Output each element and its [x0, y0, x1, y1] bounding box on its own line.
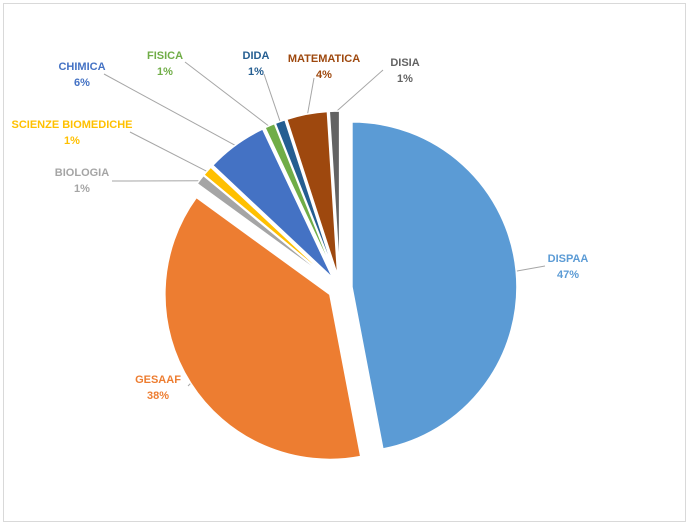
leader-lines	[103, 61, 546, 387]
slice-percent-label: 1%	[248, 66, 264, 78]
pie-slice-chimica	[211, 127, 334, 279]
leader-line	[184, 61, 271, 128]
slice-label: BIOLOGIA	[55, 167, 109, 179]
slice-label: DISIA	[390, 57, 419, 69]
slice-percent-label: 1%	[64, 135, 80, 147]
leader-line	[103, 73, 238, 147]
slice-percent-label: 6%	[74, 77, 90, 89]
slice-percent-label: 1%	[74, 183, 90, 195]
slice-label: SCIENZE BIOMEDICHE	[11, 119, 132, 131]
leader-line	[306, 77, 315, 117]
slice-percent-label: 4%	[316, 69, 332, 81]
slice-percent-label: 1%	[397, 73, 413, 85]
pie-slice-matematica	[285, 110, 339, 277]
leader-line	[263, 73, 282, 124]
slice-label: GESAAF	[135, 374, 181, 386]
leader-line	[334, 69, 384, 114]
pie-slices	[164, 110, 518, 461]
pie-slice-dida	[274, 118, 337, 277]
slice-label: DISPAA	[548, 253, 589, 265]
pie-slice-disia	[328, 110, 341, 277]
leader-line	[514, 265, 546, 273]
slice-percent-label: 47%	[557, 269, 579, 281]
leader-line	[129, 131, 209, 173]
slice-labels: DISPAA 47% GESAAF 38% BIOLOGIA 1% SCIENZE BIOM…	[11, 50, 588, 402]
slice-percent-label: 1%	[157, 66, 173, 78]
pie-slice-fisica	[263, 122, 336, 278]
slice-label: MATEMATICA	[288, 53, 360, 65]
pie-slice-scienze-biomediche	[202, 166, 332, 281]
slice-percent-label: 38%	[147, 390, 169, 402]
slice-label: DIDA	[243, 50, 270, 62]
slice-label: FISICA	[147, 50, 183, 62]
pie-slice-biologia	[195, 174, 331, 282]
slice-label: CHIMICA	[58, 61, 105, 73]
pie-slice-dispaa	[351, 121, 518, 450]
pie-slice-gesaaf	[164, 196, 362, 461]
